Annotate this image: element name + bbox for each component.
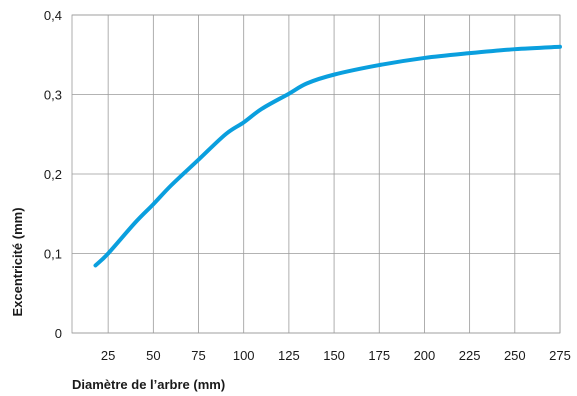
y-tick-label: 0,2	[44, 167, 62, 182]
grid	[72, 14, 561, 334]
y-tick-label: 0,3	[44, 88, 62, 103]
x-tick-labels: 25 50 75 100 125 150 175 200 225 250 275	[101, 348, 571, 363]
x-tick-label: 275	[549, 348, 571, 363]
y-tick-labels: 0 0,1 0,2 0,3 0,4	[44, 8, 62, 341]
y-tick-label: 0	[55, 326, 62, 341]
x-axis-label: Diamètre de l’arbre (mm)	[72, 377, 225, 392]
y-tick-label: 0,1	[44, 247, 62, 262]
x-tick-label: 250	[504, 348, 526, 363]
x-tick-label: 225	[459, 348, 481, 363]
x-tick-label: 50	[146, 348, 160, 363]
x-tick-label: 75	[191, 348, 205, 363]
x-tick-label: 200	[414, 348, 436, 363]
x-tick-label: 100	[233, 348, 255, 363]
plot-border	[71, 14, 561, 334]
x-tick-label: 25	[101, 348, 115, 363]
x-tick-label: 175	[368, 348, 390, 363]
x-tick-label: 150	[323, 348, 345, 363]
y-tick-label: 0,4	[44, 8, 62, 23]
series-line	[93, 44, 562, 268]
plot-frame	[71, 14, 561, 334]
x-tick-label: 125	[278, 348, 300, 363]
series-layer	[93, 44, 562, 268]
y-axis-label: Excentricité (mm)	[10, 207, 25, 316]
